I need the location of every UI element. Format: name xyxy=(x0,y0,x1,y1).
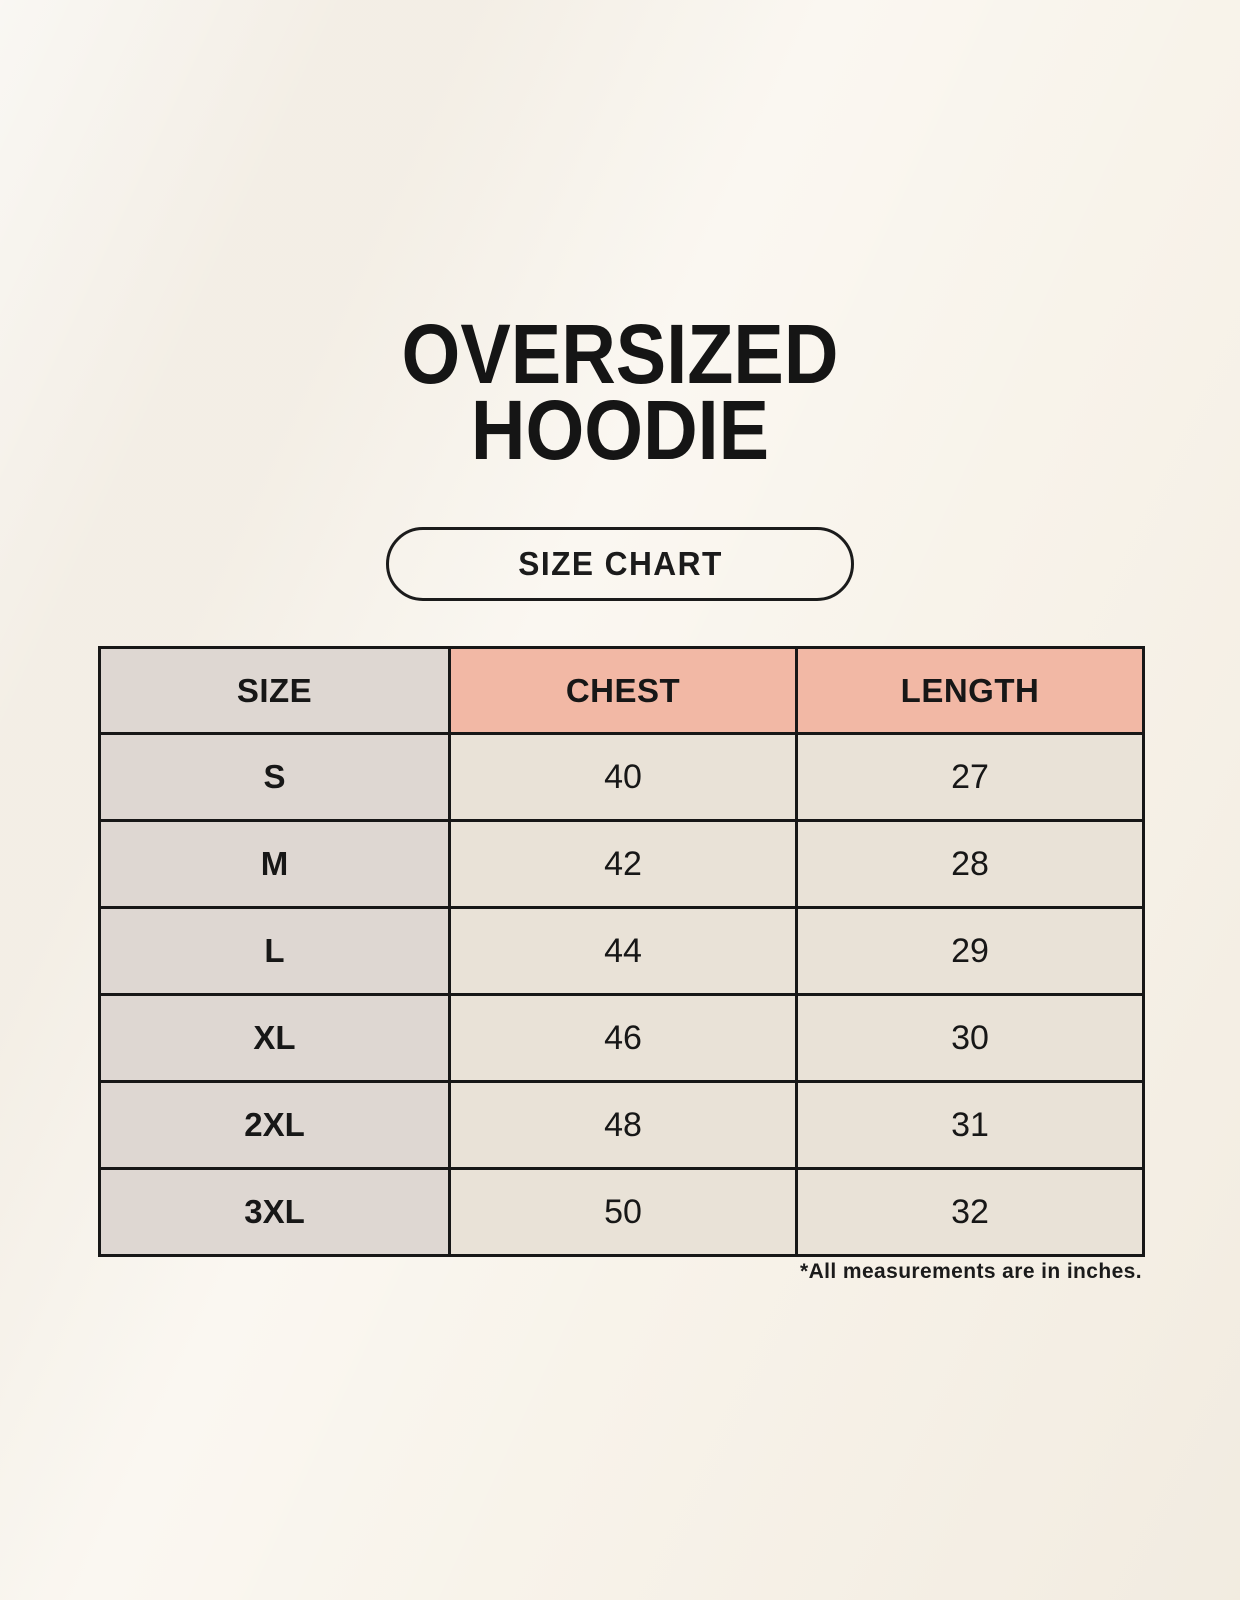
column-header-length: LENGTH xyxy=(795,646,1145,735)
product-title-line2: HOODIE xyxy=(470,383,770,477)
length-value: 30 xyxy=(795,993,1145,1083)
table-row-m: M 42 28 xyxy=(98,819,1145,909)
column-header-chest: CHEST xyxy=(448,646,798,735)
size-label: XL xyxy=(98,993,451,1083)
length-value: 27 xyxy=(795,732,1145,822)
chest-value: 48 xyxy=(448,1080,798,1170)
chest-value: 44 xyxy=(448,906,798,996)
chest-value: 40 xyxy=(448,732,798,822)
table-row-3xl: 3XL 50 32 xyxy=(98,1167,1145,1257)
size-label: M xyxy=(98,819,451,909)
size-label: 2XL xyxy=(98,1080,451,1170)
chest-value: 50 xyxy=(448,1167,798,1257)
size-label: S xyxy=(98,732,451,822)
product-title-line1: OVERSIZED xyxy=(401,307,839,401)
size-chart-badge: SIZE CHART xyxy=(386,527,854,601)
header-row: SIZE CHEST LENGTH xyxy=(98,646,1145,735)
length-value: 32 xyxy=(795,1167,1145,1257)
table-row-2xl: 2XL 48 31 xyxy=(98,1080,1145,1170)
chest-value: 42 xyxy=(448,819,798,909)
table-row-xl: XL 46 30 xyxy=(98,993,1145,1083)
length-value: 29 xyxy=(795,906,1145,996)
length-value: 31 xyxy=(795,1080,1145,1170)
size-label: L xyxy=(98,906,451,996)
table-row-s: S 40 27 xyxy=(98,732,1145,822)
size-chart-table: SIZE CHEST LENGTH S 40 27 M 42 28 L 44 2… xyxy=(98,646,1145,1257)
length-value: 28 xyxy=(795,819,1145,909)
column-header-size: SIZE xyxy=(98,646,451,735)
table-row-l: L 44 29 xyxy=(98,906,1145,996)
size-label: 3XL xyxy=(98,1167,451,1257)
measurement-units-note: *All measurements are in inches. xyxy=(800,1260,1142,1283)
chest-value: 46 xyxy=(448,993,798,1083)
size-chart-badge-label: SIZE CHART xyxy=(517,545,723,582)
product-title: OVERSIZED HOODIE xyxy=(62,307,1178,477)
